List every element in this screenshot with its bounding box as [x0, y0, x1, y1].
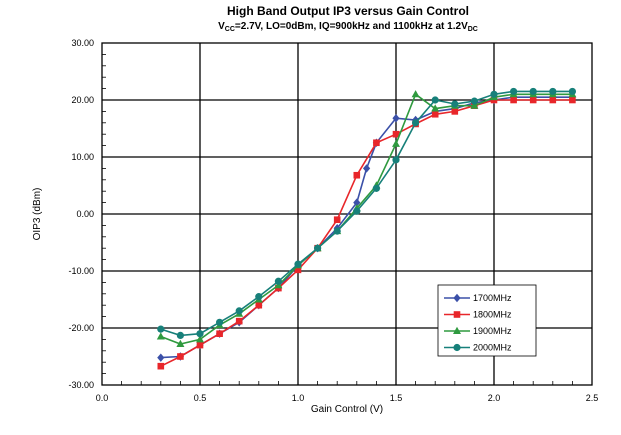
data-point-2000MHz [216, 318, 224, 326]
x-tick-labels: 0.0 0.5 1.0 1.5 2.0 2.5 [96, 393, 599, 403]
data-point-1800MHz [196, 341, 204, 349]
data-point-2000MHz [176, 331, 184, 340]
legend-item-2000MHz: 2000MHz [444, 343, 512, 353]
data-point-1800MHz [255, 301, 263, 309]
data-point-1800MHz [569, 96, 576, 104]
data-point-1800MHz [451, 108, 459, 115]
x-tick-label: 2.5 [586, 393, 599, 403]
data-point-1700MHz [353, 198, 361, 207]
legend-item-1900MHz: 1900MHz [444, 326, 512, 336]
data-point-2000MHz [314, 244, 322, 252]
data-point-1900MHz [196, 335, 204, 343]
data-point-1700MHz [392, 114, 400, 123]
y-tick-labels: -30.00 -20.00 -10.00 0.00 10.00 20.00 30.00 [68, 38, 94, 390]
y-tick-label: -10.00 [68, 266, 94, 276]
y-tick-label: 30.00 [71, 38, 94, 48]
data-point-2000MHz [490, 90, 498, 98]
series-group [156, 87, 577, 370]
series-line-2000MHz [160, 90, 573, 337]
plot-border [101, 42, 593, 386]
x-tick-label: 0.5 [194, 393, 207, 403]
data-point-1800MHz [235, 317, 243, 325]
data-point-1800MHz [216, 330, 223, 337]
data-point-1800MHz [294, 266, 302, 274]
x-tick-label: 1.0 [292, 393, 305, 403]
data-point-1800MHz [157, 362, 165, 370]
data-point-1800MHz [373, 139, 380, 147]
data-point-2000MHz [235, 307, 243, 315]
data-point-2000MHz [431, 96, 439, 104]
data-point-1800MHz [333, 216, 341, 223]
data-point-1700MHz [157, 353, 165, 362]
data-point-1800MHz [353, 171, 361, 179]
data-point-1900MHz [431, 104, 440, 112]
data-point-1800MHz [510, 96, 517, 104]
legend-marker [453, 343, 461, 352]
data-point-1900MHz [392, 139, 400, 147]
y-tick-label: -30.00 [68, 380, 94, 390]
legend-marker [453, 311, 461, 318]
data-point-1800MHz [431, 110, 439, 118]
data-point-1800MHz [392, 130, 400, 138]
data-point-1800MHz [549, 96, 557, 104]
data-point-2000MHz [372, 184, 380, 192]
y-axis-label: OIP3 (dBm) [32, 188, 43, 241]
data-point-2000MHz [294, 260, 302, 268]
data-point-1700MHz [363, 164, 371, 173]
data-point-1900MHz [411, 90, 420, 98]
data-point-2000MHz [353, 207, 361, 215]
x-tick-label: 0.0 [96, 393, 109, 403]
data-point-2000MHz [509, 87, 518, 96]
data-point-2000MHz [451, 100, 459, 108]
data-point-2000MHz [196, 330, 204, 338]
legend-item-1800MHz: 1800MHz [444, 310, 512, 320]
data-point-2000MHz [157, 325, 165, 333]
chart-title: High Band Output IP3 versus Gain Control [227, 4, 469, 18]
x-tick-label: 1.5 [390, 393, 403, 403]
data-point-2000MHz [529, 87, 537, 96]
y-tick-label: -20.00 [68, 323, 94, 333]
series-line-1900MHz [160, 93, 573, 345]
data-point-2000MHz [333, 227, 341, 235]
y-tick-label: 0.00 [76, 209, 94, 219]
data-point-1900MHz [176, 339, 185, 347]
series-2000MHz [157, 87, 577, 340]
series-line-1800MHz [160, 99, 573, 367]
data-point-2000MHz [392, 156, 400, 164]
legend-label: 2000MHz [473, 343, 512, 353]
data-point-2000MHz [412, 119, 420, 127]
legend-marker [453, 326, 461, 334]
data-point-1800MHz [529, 96, 537, 104]
legend-item-1700MHz: 1700MHz [444, 293, 512, 303]
data-point-1900MHz [470, 101, 479, 109]
chart-subtitle: VCC=2.7V, LO=0dBm, IQ=900kHz and 1100kHz… [218, 21, 478, 33]
legend-label: 1700MHz [473, 293, 512, 303]
data-point-1800MHz [177, 353, 184, 360]
legend-box [437, 284, 537, 357]
legend: 1700MHz 1800MHz 1900MHz 2000MHz [437, 284, 537, 357]
y-tick-label: 10.00 [71, 152, 94, 162]
data-point-2000MHz [274, 277, 282, 285]
data-point-2000MHz [568, 87, 577, 96]
data-point-1900MHz [156, 332, 165, 340]
tick-marks [101, 42, 593, 386]
legend-label: 1800MHz [473, 310, 512, 320]
x-axis-label: Gain Control (V) [311, 404, 383, 415]
data-point-2000MHz [470, 97, 478, 105]
x-tick-label: 2.0 [488, 393, 501, 403]
y-tick-label: 20.00 [71, 95, 94, 105]
legend-label: 1900MHz [473, 326, 512, 336]
data-point-2000MHz [549, 87, 557, 96]
data-point-2000MHz [255, 293, 263, 301]
legend-marker [453, 293, 461, 303]
